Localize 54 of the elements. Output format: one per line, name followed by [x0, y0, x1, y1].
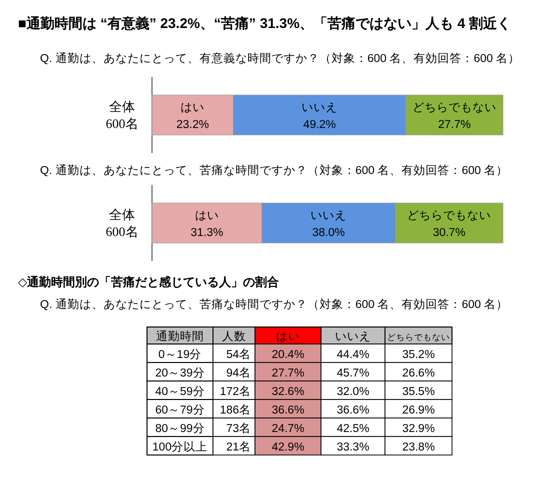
chart-title: ◇通勤時間別の「苦痛だと感じている人」の割合 — [18, 275, 280, 289]
data-label: 36.6% — [272, 404, 304, 416]
data-label: 186名 — [220, 404, 251, 416]
data-label: 73名 — [226, 422, 251, 435]
data-label: 33.3% — [336, 442, 370, 454]
data-label: 32.0% — [336, 386, 370, 398]
data-label: 42.5% — [336, 423, 370, 435]
data-label: 26.6% — [402, 368, 435, 380]
x-tick-label: はい — [276, 331, 300, 343]
series-label: いいえ — [302, 101, 338, 114]
data-label: 35.5% — [402, 386, 435, 398]
data-label: 23.2% — [176, 119, 209, 131]
series-label: いいえ — [310, 209, 347, 222]
y-tick-label: 全体 600名 — [106, 99, 138, 131]
data-label: 27.7% — [438, 119, 471, 131]
data-label: 24.7% — [272, 423, 304, 435]
data-label: 27.7% — [272, 368, 304, 380]
data-label: 31.3% — [190, 227, 224, 239]
data-label: 44.4% — [336, 349, 370, 361]
data-label: 21名 — [226, 440, 251, 454]
data-label: 36.6% — [336, 404, 370, 416]
series-label: どちらでもない — [407, 210, 492, 222]
chart-subtitle: Q. 通勤は、あなたにとって、苦痛な時間ですか？（対象：600 名、有効回答：600 名） — [40, 297, 508, 311]
y-tick-label: 60～79分 — [155, 404, 205, 416]
y-tick-label: 20～39分 — [155, 366, 205, 380]
x-tick-label: どちらでもない — [387, 332, 450, 342]
data-label: 32.9% — [402, 423, 435, 435]
series-label: はい — [194, 210, 219, 222]
chart-title: ■通勤時間は “有意義” 23.2%、“苦痛” 31.3%、「苦痛ではない」人も 4 割近く — [18, 15, 512, 31]
y-tick-label: 0～19分 — [158, 348, 202, 361]
y-tick-label: 100分以上 — [152, 440, 208, 454]
y-tick-label: 80～99分 — [155, 422, 205, 435]
data-label: 172名 — [220, 385, 251, 398]
chart-subtitle: Q. 通勤は、あなたにとって、有意義な時間ですか？（対象：600 名、有効回答：600 名） — [40, 51, 520, 65]
x-tick-label: いいえ — [335, 330, 371, 343]
data-label: 26.9% — [402, 404, 435, 416]
data-label: 38.0% — [312, 227, 345, 239]
data-label: 94名 — [226, 366, 251, 380]
data-label: 42.9% — [272, 442, 304, 454]
data-label: 35.2% — [402, 349, 435, 361]
data-label: 49.2% — [303, 119, 336, 131]
y-axis-title: 通勤時間 — [156, 330, 204, 343]
series-label: はい — [180, 102, 205, 114]
y-tick-label: 全体 600名 — [106, 207, 138, 239]
data-label: 23.8% — [402, 442, 435, 454]
data-label: 32.6% — [272, 386, 304, 398]
data-label: 54名 — [226, 348, 251, 361]
y-tick-label: 40～59分 — [155, 385, 205, 398]
series-label: どちらでもない — [412, 102, 496, 114]
data-label: 45.7% — [336, 368, 370, 380]
x-tick-label: 人数 — [222, 330, 246, 343]
data-label: 30.7% — [432, 227, 466, 239]
data-label: 20.4% — [272, 349, 304, 361]
chart-subtitle: Q. 通勤は、あなたにとって、苦痛な時間ですか？（対象：600 名、有効回答：600 名） — [40, 163, 508, 177]
